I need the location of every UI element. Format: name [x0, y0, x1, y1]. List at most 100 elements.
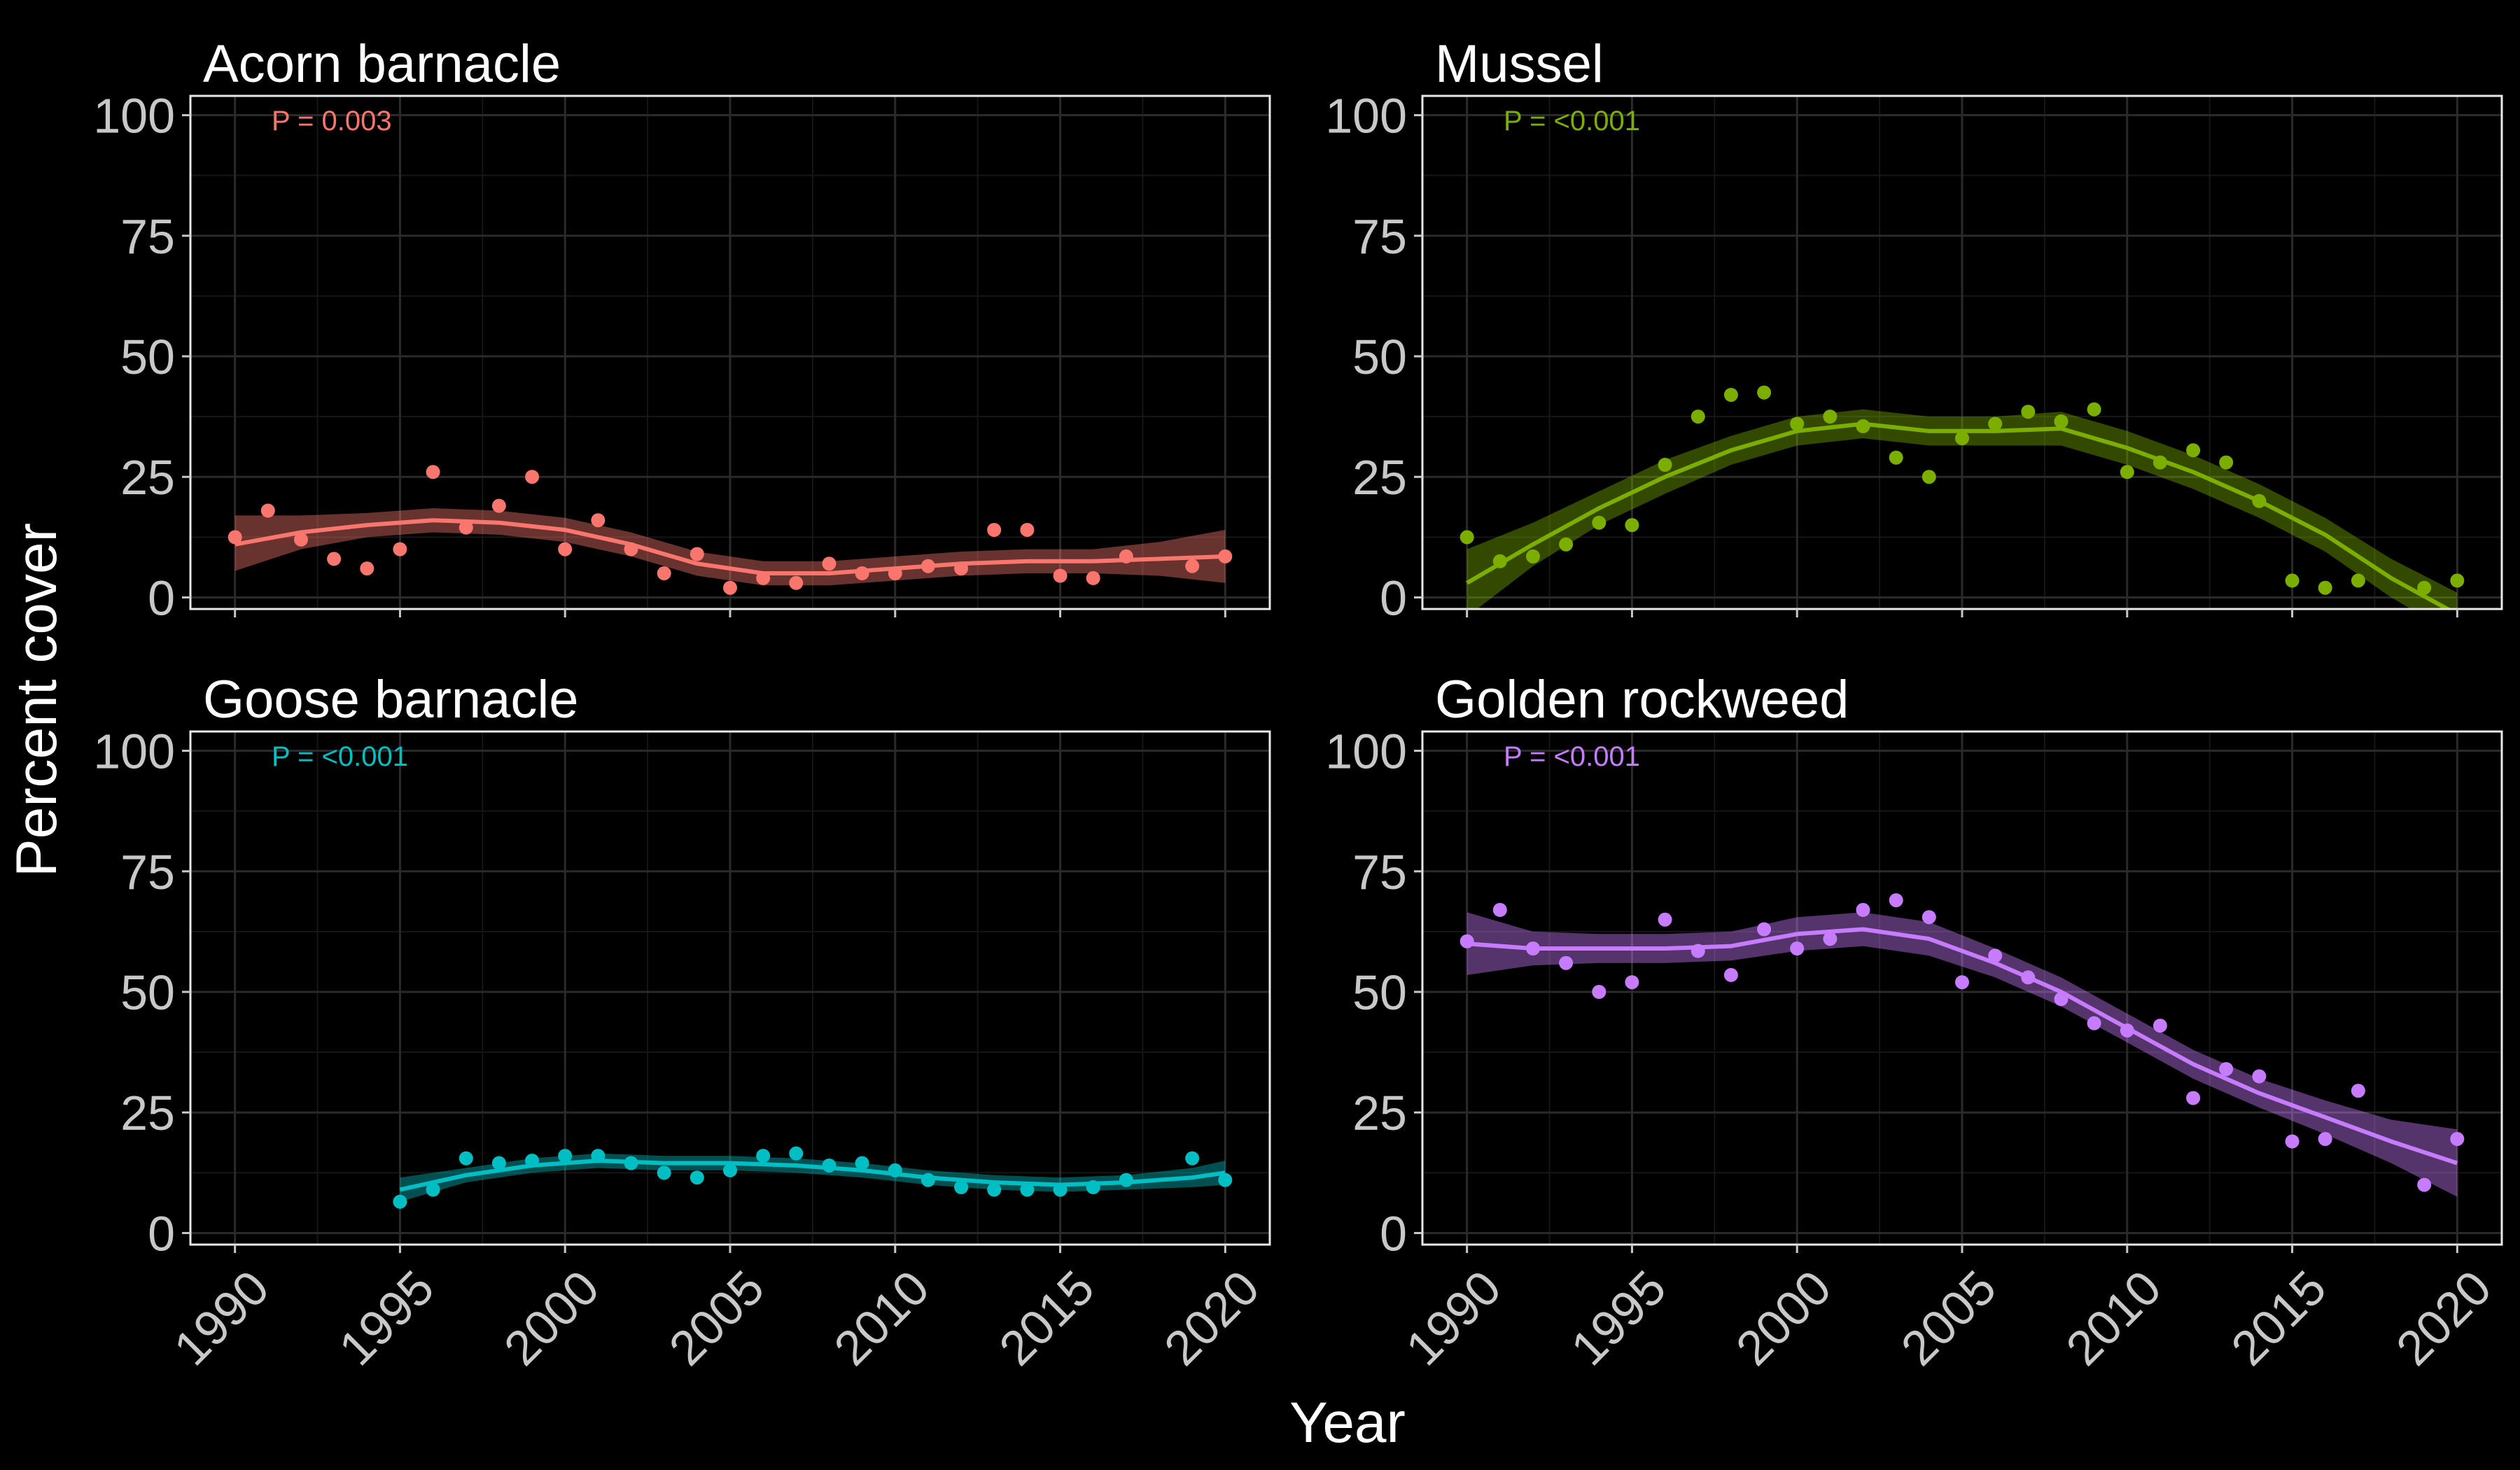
y-tick-label: 75	[1352, 209, 1407, 264]
data-point	[1889, 893, 1903, 908]
data-point	[822, 556, 836, 571]
data-point	[2417, 1177, 2432, 1192]
data-point	[1790, 941, 1805, 955]
y-tick-label: 100	[1325, 724, 1407, 779]
data-point	[1856, 902, 1870, 917]
data-point	[1988, 948, 2003, 963]
data-point	[1526, 549, 1540, 564]
y-tick-label: 50	[1352, 330, 1407, 384]
data-point	[2120, 1023, 2134, 1038]
data-point	[1053, 1182, 1068, 1197]
data-point	[2219, 1062, 2234, 1077]
data-point	[920, 559, 935, 573]
trend-line	[1466, 421, 2452, 609]
data-point	[1119, 549, 1133, 564]
trend-line	[1466, 927, 2458, 1166]
confidence-band	[400, 1153, 1226, 1202]
p-value-annotation: P = <0.001	[1504, 106, 1640, 136]
data-point	[1658, 458, 1672, 472]
x-axis-title: Year	[1289, 1391, 1406, 1455]
data-point	[789, 575, 804, 590]
data-point	[2417, 580, 2432, 595]
data-point	[558, 542, 573, 556]
data-point	[1020, 523, 1035, 537]
y-tick-label: 50	[120, 330, 175, 384]
data-point	[2252, 493, 2267, 508]
data-point	[1889, 450, 1903, 465]
data-point	[2087, 402, 2101, 416]
data-point	[1723, 967, 1738, 982]
panel-1: 0 25 50 75 100 Acorn barnacle P = 0.003	[93, 34, 1271, 625]
data-point	[1492, 554, 1507, 568]
data-point	[2351, 1084, 2365, 1098]
data-point	[624, 1156, 638, 1170]
data-point	[954, 1180, 969, 1194]
data-point	[1723, 388, 1738, 402]
y-tick-label: 75	[120, 845, 175, 899]
data-point	[393, 1194, 407, 1209]
data-point	[690, 547, 704, 561]
data-point	[657, 1166, 671, 1180]
data-point	[2152, 1018, 2167, 1033]
data-point	[1757, 385, 1772, 400]
data-point	[360, 561, 374, 576]
data-point	[1658, 912, 1672, 927]
data-point	[458, 1151, 473, 1166]
data-point	[2285, 1134, 2300, 1149]
data-point	[491, 1156, 506, 1170]
data-point	[657, 566, 671, 580]
y-tick-label: 25	[120, 1086, 175, 1140]
y-tick-label: 25	[1352, 1086, 1407, 1140]
data-point	[1625, 518, 1639, 533]
data-point	[920, 1172, 935, 1187]
data-point	[954, 561, 969, 576]
data-point	[2318, 580, 2332, 595]
plot-area	[393, 1146, 1233, 1209]
data-point	[2054, 992, 2068, 1007]
grid	[190, 732, 1270, 1245]
data-point	[491, 498, 506, 513]
data-point	[888, 566, 902, 580]
panel-title: Acorn barnacle	[203, 34, 561, 94]
data-point	[1823, 410, 1837, 424]
data-point	[294, 532, 308, 547]
panel-title: Goose barnacle	[203, 670, 579, 729]
data-point	[591, 513, 606, 528]
data-point	[624, 542, 638, 556]
plot-area	[1460, 893, 2465, 1197]
data-point	[1460, 530, 1474, 545]
data-point	[1988, 416, 2003, 431]
y-tick-label: 0	[1380, 1206, 1407, 1261]
p-value-annotation: P = <0.001	[1504, 741, 1640, 772]
data-point	[756, 1149, 771, 1163]
data-point	[1559, 955, 1574, 970]
y-tick-label: 25	[120, 450, 175, 505]
data-point	[2351, 573, 2365, 588]
data-point	[888, 1163, 902, 1177]
y-tick-label: 0	[148, 1206, 175, 1261]
data-point	[1592, 985, 1606, 999]
data-point	[987, 1182, 1002, 1197]
data-point	[426, 1182, 440, 1197]
data-point	[1086, 570, 1100, 585]
data-point	[2186, 443, 2201, 458]
panel-2: 0 25 50 75 100 Mussel P = <0.001	[1325, 34, 2503, 625]
data-point	[327, 552, 342, 566]
trend-line	[234, 518, 1226, 575]
data-point	[1086, 1180, 1100, 1194]
data-point	[525, 1154, 540, 1168]
data-point	[1690, 944, 1705, 958]
confidence-band	[234, 508, 1226, 586]
data-point	[1559, 537, 1574, 552]
data-point	[1921, 470, 1936, 484]
y-tick-label: 50	[1352, 965, 1407, 1020]
plot-area	[1460, 385, 2465, 609]
data-point	[822, 1158, 836, 1172]
data-point	[1218, 549, 1233, 564]
data-point	[1020, 1182, 1035, 1197]
data-point	[525, 470, 540, 484]
y-tick-label: 25	[1352, 450, 1407, 505]
data-point	[558, 1149, 573, 1163]
data-point	[756, 570, 771, 585]
data-point	[2450, 573, 2465, 588]
